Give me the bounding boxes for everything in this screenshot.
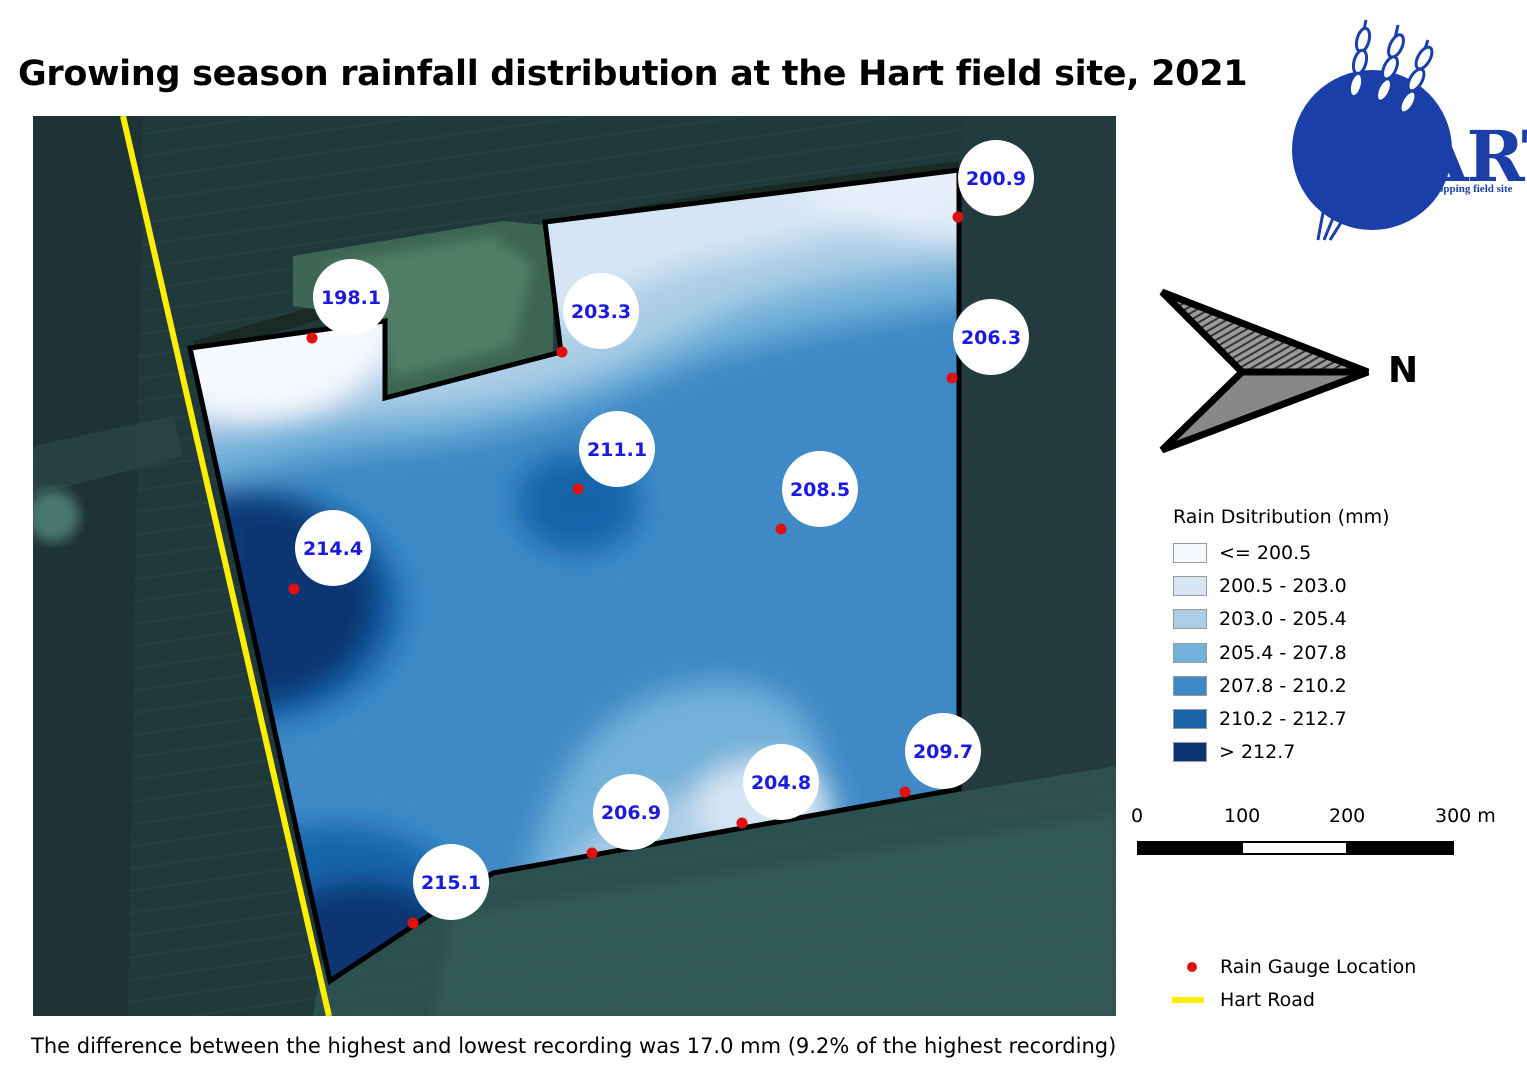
legend-row: 210.2 - 212.7 <box>1173 702 1390 735</box>
gauge-value: 209.7 <box>913 741 973 763</box>
rain-gauge-icon <box>952 211 964 223</box>
gauge-label-bubble <box>958 140 1034 216</box>
legend-title: Rain Dsitribution (mm) <box>1173 506 1390 528</box>
rain-gauge-marker[interactable]: 203.3 <box>556 273 640 358</box>
legend-row: 205.4 - 207.8 <box>1173 636 1390 669</box>
legend-label: > 212.7 <box>1219 741 1296 764</box>
rain-gauge-marker[interactable]: 200.9 <box>952 140 1035 223</box>
rain-gauge-icon <box>1187 961 1197 972</box>
hart-road <box>120 116 332 1016</box>
legend-label: 207.8 - 210.2 <box>1219 674 1347 697</box>
rain-gauge-marker[interactable]: 198.1 <box>306 259 390 344</box>
rain-gauge-icon <box>946 372 958 384</box>
gauge-value: 206.9 <box>601 802 661 824</box>
gauge-value: 215.1 <box>421 872 481 894</box>
gauge-label-bubble <box>782 451 858 527</box>
gauge-value: 200.9 <box>966 168 1026 190</box>
rain-gauge-marker[interactable]: 206.3 <box>946 299 1030 384</box>
rain-gauge-icon <box>306 332 318 344</box>
gauge-label-bubble <box>313 259 389 335</box>
rain-gauge-marker[interactable]: 209.7 <box>899 713 982 798</box>
rain-gauge-marker[interactable]: 211.1 <box>572 411 656 495</box>
scale-bar: 0 100 200 300 m <box>1128 805 1508 865</box>
legend-swatch <box>1173 709 1207 730</box>
gauge-value: 208.5 <box>790 479 850 501</box>
scale-tick-200: 200 <box>1329 805 1366 827</box>
legend-swatch <box>1173 542 1207 563</box>
rain-gauge-marker[interactable]: 204.8 <box>736 744 820 829</box>
scale-tick-300: 300 m <box>1435 805 1496 827</box>
rain-gauge-icon <box>736 817 748 829</box>
gauge-label-bubble <box>579 411 655 487</box>
legend-swatch <box>1173 642 1207 663</box>
gauge-label-bubble <box>953 299 1029 375</box>
rain-gauge-icon <box>556 346 568 358</box>
wheat-logo-icon <box>1292 19 1452 241</box>
road-line-icon <box>1172 996 1204 1003</box>
legend: Rain Dsitribution (mm) <= 200.5 200.5 - 2… <box>1173 506 1390 769</box>
key-row-road: Hart Road <box>1172 983 1416 1016</box>
hart-logo: HART SA's premier cropping field site <box>1288 10 1527 245</box>
key-row-gauge: Rain Gauge Location <box>1180 950 1416 983</box>
key-gauge-label: Rain Gauge Location <box>1220 955 1417 978</box>
gauge-label-bubble <box>295 510 371 586</box>
gauge-label-bubble <box>593 774 669 850</box>
legend-label: 200.5 - 203.0 <box>1219 574 1347 597</box>
legend-label: 203.0 - 205.4 <box>1219 608 1347 631</box>
gauge-label-bubble <box>743 744 819 820</box>
gauge-value: 206.3 <box>961 327 1021 349</box>
gauge-label-bubble <box>413 844 489 920</box>
rain-gauge-marker[interactable]: 214.4 <box>288 510 372 595</box>
gauge-label-bubble <box>563 273 639 349</box>
legend-row: 203.0 - 205.4 <box>1173 603 1390 636</box>
legend-row: 207.8 - 210.2 <box>1173 669 1390 702</box>
footnote: The difference between the highest and l… <box>31 1034 1117 1058</box>
legend-row: <= 200.5 <box>1173 536 1390 569</box>
key-road-label: Hart Road <box>1220 988 1315 1011</box>
legend-label: <= 200.5 <box>1219 541 1312 564</box>
gauge-value: 198.1 <box>321 287 381 309</box>
gauge-value: 214.4 <box>303 538 363 560</box>
rain-gauge-marker[interactable]: 208.5 <box>775 451 859 535</box>
gauge-value: 211.1 <box>587 439 647 461</box>
gauge-value: 204.8 <box>751 772 811 794</box>
scale-segment-3 <box>1346 841 1454 855</box>
legend-row: > 212.7 <box>1173 736 1390 769</box>
rain-gauge-icon <box>407 917 419 929</box>
rain-gauge-icon <box>288 583 300 595</box>
scale-tick-0: 0 <box>1131 805 1144 827</box>
legend-row: 200.5 - 203.0 <box>1173 569 1390 602</box>
scale-segment-1 <box>1137 841 1243 855</box>
gauge-layer: 198.1 203.3 200.9 206.3 211.1 208.5 214.4 209.7… <box>288 140 1035 929</box>
map-area[interactable]: 198.1 203.3 200.9 206.3 211.1 208.5 214.4 209.7… <box>33 116 1116 1016</box>
legend-swatch <box>1173 609 1207 630</box>
logo-tagline: SA's premier cropping field site <box>1364 183 1513 195</box>
rain-gauge-icon <box>775 523 787 535</box>
legend-swatch <box>1173 575 1207 596</box>
legend-label: 205.4 - 207.8 <box>1219 641 1347 664</box>
map-canvas: 198.1 203.3 200.9 206.3 211.1 208.5 214.4 209.7… <box>33 116 1116 1016</box>
rain-gauge-icon <box>586 847 598 859</box>
legend-swatch <box>1173 742 1207 763</box>
scale-segment-2 <box>1241 841 1348 855</box>
rain-gauge-icon <box>899 786 911 798</box>
legend-swatch <box>1173 675 1207 696</box>
gauge-label-bubble <box>905 713 981 789</box>
legend-label: 210.2 - 212.7 <box>1219 708 1347 731</box>
scale-tick-100: 100 <box>1224 805 1261 827</box>
map-key: Rain Gauge Location Hart Road <box>1172 950 1416 1016</box>
rain-gauge-marker[interactable]: 215.1 <box>407 844 490 929</box>
map-title: Growing season rainfall distribution at … <box>18 54 1248 94</box>
gauge-value: 203.3 <box>571 301 631 323</box>
rain-gauge-icon <box>572 483 584 495</box>
north-label: N <box>1388 350 1419 391</box>
north-arrow-icon <box>1150 280 1430 460</box>
rain-gauge-marker[interactable]: 206.9 <box>586 774 670 859</box>
logo-wordmark: HART <box>1350 115 1527 198</box>
